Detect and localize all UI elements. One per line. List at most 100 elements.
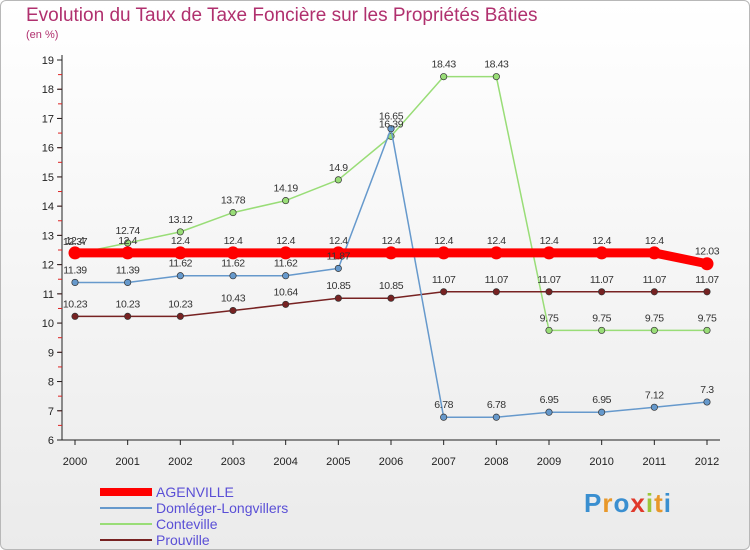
y-tick-label: 15 <box>42 172 54 184</box>
data-label-agenville: 12.4 <box>171 235 190 247</box>
data-label-conteville: 14.9 <box>329 162 348 174</box>
data-point-doml-ger-longvillers <box>703 398 711 406</box>
data-label-doml-ger-longvillers: 7.12 <box>645 389 664 401</box>
data-label-conteville: 12.74 <box>116 225 141 237</box>
y-tick-label: 6 <box>48 435 54 447</box>
data-point-prouville <box>71 312 79 320</box>
legend-label: Conteville <box>156 516 218 532</box>
data-point-conteville <box>124 239 132 247</box>
y-tick-label: 19 <box>42 55 54 67</box>
y-tick-label: 17 <box>42 113 54 125</box>
data-point-doml-ger-longvillers <box>229 272 237 280</box>
legend-label: Domléger-Longvillers <box>156 500 289 516</box>
data-label-conteville: 13.78 <box>221 195 246 207</box>
legend-swatch <box>100 539 152 541</box>
data-point-prouville <box>387 294 395 302</box>
data-point-doml-ger-longvillers <box>492 413 500 421</box>
legend-label: AGENVILLE <box>156 484 234 500</box>
data-label-agenville: 12.4 <box>592 235 611 247</box>
data-label-doml-ger-longvillers: 7.3 <box>700 384 714 396</box>
data-label-prouville: 10.23 <box>116 298 141 310</box>
data-label-conteville: 18.43 <box>484 59 509 71</box>
x-tick-label: 2002 <box>168 456 192 468</box>
y-tick-label: 10 <box>42 318 54 330</box>
data-point-agenville <box>595 246 609 260</box>
data-label-prouville: 10.85 <box>379 280 404 292</box>
y-tick-label: 14 <box>42 201 54 213</box>
x-tick-label: 2012 <box>695 456 719 468</box>
data-point-doml-ger-longvillers <box>176 272 184 280</box>
data-label-agenville: 12.4 <box>434 235 453 247</box>
data-point-agenville <box>384 246 398 260</box>
legend-swatch <box>100 488 152 496</box>
data-label-prouville: 11.07 <box>643 274 667 286</box>
data-label-prouville: 11.07 <box>485 274 509 286</box>
data-point-doml-ger-longvillers <box>440 413 448 421</box>
data-label-agenville: 12.4 <box>487 235 506 247</box>
logo-letter: t <box>654 488 664 518</box>
data-point-doml-ger-longvillers <box>124 278 132 286</box>
data-point-prouville <box>229 306 237 315</box>
data-point-doml-ger-longvillers <box>387 125 395 133</box>
data-point-agenville <box>121 246 135 260</box>
data-point-doml-ger-longvillers <box>598 408 606 416</box>
data-point-agenville <box>226 246 240 260</box>
x-tick-label: 2006 <box>379 456 403 468</box>
data-label-prouville: 10.23 <box>63 298 88 310</box>
data-point-agenville <box>647 246 661 260</box>
x-tick-label: 2009 <box>537 456 561 468</box>
data-point-agenville <box>68 246 82 260</box>
logo-letter: x <box>630 488 646 518</box>
data-point-prouville <box>703 288 711 296</box>
data-point-agenville <box>489 246 503 260</box>
data-point-conteville <box>492 73 500 81</box>
data-label-conteville: 9.75 <box>645 312 664 324</box>
data-label-agenville: 12.4 <box>118 235 137 247</box>
logo-letter: r <box>602 488 614 518</box>
data-point-prouville <box>124 312 132 320</box>
logo-letter: i <box>663 488 672 518</box>
x-tick-label: 2001 <box>115 456 139 468</box>
y-tick-label: 13 <box>42 230 54 242</box>
data-label-agenville: 12.03 <box>695 246 720 258</box>
data-point-doml-ger-longvillers <box>282 272 290 280</box>
data-point-doml-ger-longvillers <box>545 408 553 416</box>
chart-title: Evolution du Taux de Taxe Foncière sur l… <box>26 5 538 26</box>
data-label-conteville: 14.19 <box>274 183 299 195</box>
data-label-agenville: 12.4 <box>329 235 348 247</box>
data-point-agenville <box>542 246 556 260</box>
data-label-doml-ger-longvillers: 11.62 <box>274 258 298 270</box>
data-point-conteville <box>703 326 711 334</box>
y-tick-label: 11 <box>43 289 54 301</box>
data-point-doml-ger-longvillers <box>650 403 658 411</box>
data-point-prouville <box>440 288 448 296</box>
x-tick-label: 2000 <box>63 456 87 468</box>
data-point-agenville <box>279 246 293 260</box>
data-point-conteville <box>440 73 448 81</box>
data-point-conteville <box>176 228 184 236</box>
data-point-prouville <box>492 288 500 296</box>
data-label-prouville: 11.07 <box>695 274 719 286</box>
chart-axes: 6 7 8 9 10 11 12 13 14 15 16 17 18 19 2000 2001 2002 2003… <box>42 55 720 468</box>
data-label-agenville: 12.4 <box>224 235 243 247</box>
data-label-doml-ger-longvillers: 16.65 <box>379 111 404 123</box>
data-label-prouville: 10.85 <box>326 280 351 292</box>
data-point-agenville <box>437 246 451 260</box>
legend-label: Prouville <box>156 532 210 548</box>
x-tick-label: 2003 <box>221 456 245 468</box>
data-point-conteville <box>598 326 606 334</box>
data-labels-layer: 12.37 12.74 13.12 13.78 14.19 14.9 16.39 18.43 1… <box>63 59 720 412</box>
legend-swatch <box>100 523 152 525</box>
data-label-conteville: 18.43 <box>432 59 457 71</box>
data-point-prouville <box>545 288 553 296</box>
data-label-prouville: 11.07 <box>537 274 561 286</box>
x-tick-label: 2010 <box>589 456 613 468</box>
data-label-prouville: 11.07 <box>590 274 614 286</box>
data-label-agenville: 12.4 <box>276 235 295 247</box>
data-point-prouville <box>650 288 658 296</box>
data-label-doml-ger-longvillers: 6.95 <box>540 394 559 406</box>
logo-letter: o <box>613 488 631 518</box>
data-label-prouville: 10.64 <box>274 286 299 298</box>
legend-swatch <box>100 507 152 509</box>
